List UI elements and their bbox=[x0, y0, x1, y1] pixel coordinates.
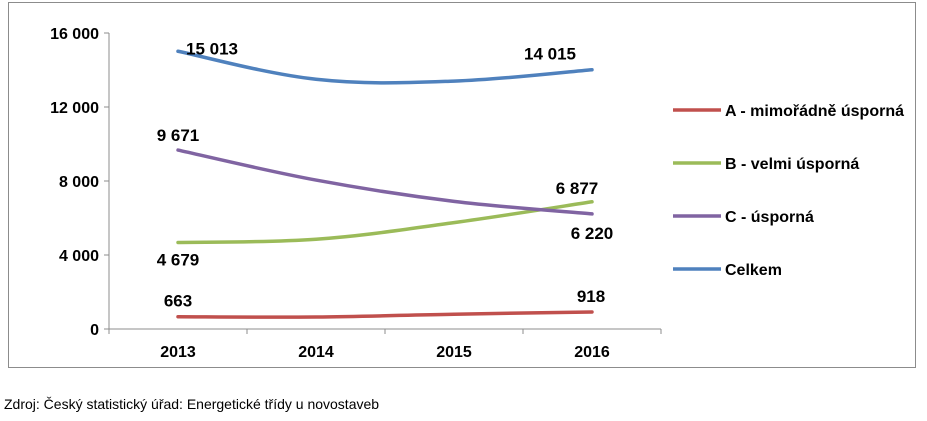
x-tick-label: 2016 bbox=[574, 344, 610, 361]
series-lines bbox=[176, 49, 594, 319]
source-note: Zdroj: Český statistický úřad: Energetic… bbox=[4, 396, 380, 412]
line-chart: 0 4 000 8 000 12 000 16 000 2013 2014 2015 2016… bbox=[50, 26, 904, 361]
y-tick-label: 8 000 bbox=[59, 174, 99, 191]
x-axis-ticks: 2013 2014 2015 2016 bbox=[108, 329, 662, 361]
series-line-b-velmi-usporna bbox=[176, 200, 594, 245]
y-tick-label: 12 000 bbox=[50, 100, 99, 117]
y-tick-label: 0 bbox=[90, 322, 99, 339]
data-label: 9 671 bbox=[157, 126, 200, 145]
x-tick-label: 2014 bbox=[298, 344, 334, 361]
data-label: 918 bbox=[577, 287, 605, 306]
x-tick-label: 2015 bbox=[436, 344, 472, 361]
data-label: 6 220 bbox=[571, 224, 614, 243]
data-label: 15 013 bbox=[186, 39, 238, 58]
legend-label-celkem: Celkem bbox=[725, 262, 782, 279]
data-label: 663 bbox=[164, 292, 192, 311]
y-tick-label: 4 000 bbox=[59, 248, 99, 265]
data-label: 14 015 bbox=[524, 45, 576, 64]
legend-label-a-mimoradne-usporna: A - mimořádně úsporná bbox=[725, 103, 904, 120]
y-axis-ticks: 0 4 000 8 000 12 000 16 000 bbox=[50, 26, 109, 339]
series-line-a-mimoradne-usporna bbox=[176, 310, 594, 319]
data-label: 4 679 bbox=[157, 250, 200, 269]
series-line-c-usporna bbox=[176, 148, 594, 216]
legend-label-b-velmi-usporna: B - velmi úsporná bbox=[725, 156, 859, 173]
x-tick-label: 2013 bbox=[160, 344, 196, 361]
chart-frame: 0 4 000 8 000 12 000 16 000 2013 2014 2015 2016… bbox=[8, 2, 916, 368]
data-label: 6 877 bbox=[556, 179, 599, 198]
legend-label-c-usporna: C - úsporná bbox=[725, 209, 814, 226]
series-line-celkem bbox=[176, 49, 594, 85]
legend: A - mimořádně úsporná B - velmi úsporná C … bbox=[673, 103, 904, 279]
y-tick-label: 16 000 bbox=[50, 26, 99, 43]
data-labels: 663 918 4 679 6 877 9 671 6 220 15 013 14 015 bbox=[157, 39, 614, 310]
